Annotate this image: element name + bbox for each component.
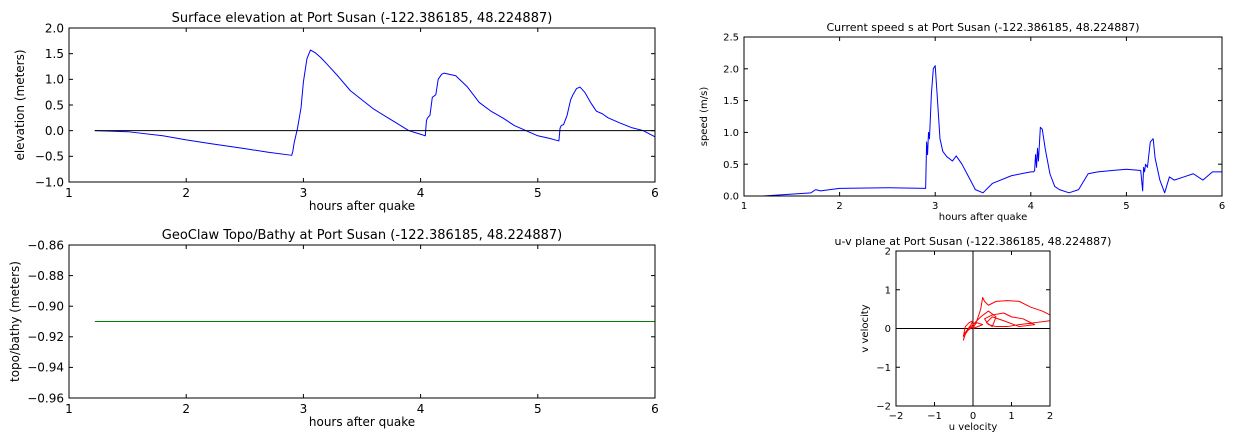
x-tick-label: 6 (1219, 201, 1225, 212)
y-tick-label: 1.5 (45, 47, 64, 61)
y-tick-label: 0 (885, 324, 891, 335)
x-tick-label: 5 (534, 402, 542, 416)
speed-series-line-0 (763, 65, 1222, 197)
x-tick-label: 1 (65, 402, 73, 416)
y-axis-label: topo/bathy (meters) (8, 261, 22, 382)
y-tick-label: 2.5 (723, 33, 739, 44)
x-tick-label: 5 (534, 186, 542, 200)
y-axis-label: speed (m/s) (699, 87, 710, 147)
x-tick-label: 4 (1028, 201, 1034, 212)
y-tick-label: 1.0 (723, 128, 739, 139)
chart-title: Surface elevation at Port Susan (-122.38… (172, 11, 553, 26)
x-tick-label: 4 (417, 186, 425, 200)
y-tick-label: −1.0 (35, 175, 64, 189)
y-tick-label: −0.94 (27, 361, 64, 375)
x-tick-label: 2 (182, 186, 190, 200)
y-tick-label: 0.0 (723, 192, 739, 203)
x-tick-label: 6 (651, 402, 659, 416)
y-tick-label: 2 (885, 247, 891, 258)
y-tick-label: −0.5 (35, 150, 64, 164)
y-tick-label: −2 (876, 402, 891, 413)
x-tick-label: 1 (65, 186, 73, 200)
surface-series-line-0 (94, 49, 656, 156)
x-tick-label: −2 (889, 411, 904, 422)
y-tick-label: −0.90 (27, 300, 64, 314)
chart-title: u-v plane at Port Susan (-122.386185, 48… (835, 235, 1112, 248)
speed-axes-frame (743, 36, 1223, 197)
y-axis-label: elevation (meters) (13, 49, 27, 160)
topo-axes-frame (68, 244, 656, 399)
y-axis-label: v velocity (860, 304, 871, 352)
chart-title: Current speed s at Port Susan (-122.3861… (826, 21, 1139, 34)
y-tick-label: 1.0 (45, 73, 64, 87)
y-tick-label: −0.92 (27, 330, 64, 344)
topo-bathy-chart: 1 2 3 4 5 6 −0.96 −0.94 −0.92 −0.90 −0.88 −0.86 GeoC… (8, 228, 659, 429)
x-tick-label: 1 (1008, 411, 1014, 422)
y-tick-label: −0.96 (27, 391, 64, 405)
y-tick-label: 1.5 (723, 96, 739, 107)
x-axis-label: hours after quake (939, 212, 1028, 223)
y-tick-label: 1 (885, 285, 891, 296)
y-tick-label: −1 (876, 363, 891, 374)
x-tick-label: 2 (1047, 411, 1053, 422)
surface-elevation-chart: 1 2 3 4 5 6 −1.0 −0.5 0.0 0.5 1.0 1.5 2.0 Surface ele… (13, 11, 659, 213)
y-tick-label: 2.0 (723, 64, 739, 75)
y-tick-label: 0.0 (45, 124, 64, 138)
x-axis-label: hours after quake (309, 199, 415, 213)
x-tick-label: 3 (300, 402, 308, 416)
current-speed-chart: 1 2 3 4 5 6 0.0 0.5 1.0 1.5 2.0 2.5 Current speed s … (699, 21, 1225, 223)
chart-title: GeoClaw Topo/Bathy at Port Susan (-122.3… (162, 228, 562, 243)
y-tick-label: −0.88 (27, 269, 64, 283)
y-tick-label: 2.0 (45, 21, 64, 35)
x-axis-label: u velocity (949, 422, 998, 433)
x-tick-label: 1 (741, 201, 747, 212)
uv-series-line-0 (962, 297, 1051, 341)
x-tick-label: 2 (182, 402, 190, 416)
x-tick-label: 3 (932, 201, 938, 212)
y-tick-label: 0.5 (723, 160, 739, 171)
y-tick-label: −0.86 (27, 238, 64, 252)
y-tick-label: 0.5 (45, 98, 64, 112)
x-tick-label: 3 (300, 186, 308, 200)
x-tick-label: 4 (417, 402, 425, 416)
x-tick-label: 0 (970, 411, 976, 422)
x-tick-label: 6 (651, 186, 659, 200)
x-tick-label: −1 (927, 411, 942, 422)
x-tick-label: 2 (836, 201, 842, 212)
x-axis-label: hours after quake (309, 415, 415, 429)
x-tick-label: 5 (1123, 201, 1129, 212)
surface-axes-frame (68, 27, 656, 183)
